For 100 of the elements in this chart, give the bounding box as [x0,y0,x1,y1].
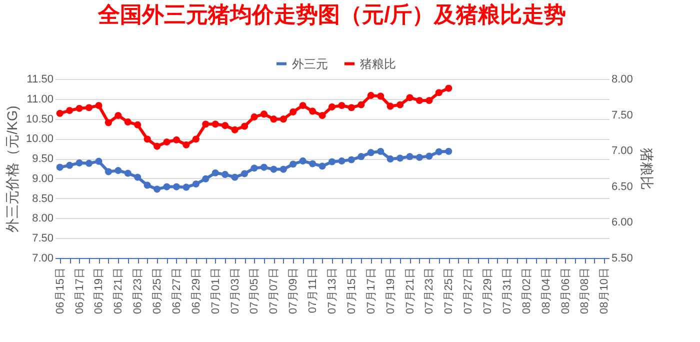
legend-label: 猪粮比 [360,56,396,71]
x-tick-label: 07月29日 [482,268,494,314]
point [85,160,93,167]
point [222,122,229,130]
x-tick-label: 06月21日 [112,268,125,314]
point [154,186,161,193]
point [56,164,64,171]
x-tick-label: 06月25日 [152,268,164,314]
point [134,121,142,128]
x-tick-label: 08月08日 [579,268,592,314]
point [426,96,433,104]
y2-tick-label: 6.00 [612,216,633,229]
point [182,184,190,191]
point [396,154,404,162]
point [85,104,93,112]
point [212,120,219,128]
point [435,89,442,96]
point [367,149,374,156]
point [104,168,112,176]
point [222,170,229,178]
point [328,103,336,110]
point [396,101,404,108]
point [309,160,316,168]
x-tick-label: 06月15日 [54,268,66,314]
point [76,159,83,166]
point [240,170,248,178]
x-tick-label: 06月17日 [74,268,86,314]
x-tick-label: 07月21日 [404,268,416,314]
x-tick-label: 07月07日 [268,268,280,314]
point [124,118,132,126]
y-tick-label: 7.50 [32,232,54,245]
x-tick-label: 06月27日 [170,268,183,314]
point [260,164,268,171]
x-tick-label: 08月10日 [598,268,611,314]
x-tick-label: 07月11日 [307,268,320,314]
y-tick-label: 10.50 [26,113,54,126]
y-tick-label: 8.50 [32,192,54,205]
x-tick-label: 08月06日 [560,268,572,314]
chart-title: 全国外三元猪均价走势图（元/斤）及猪粮比走势 [96,2,566,27]
point [280,166,287,173]
point [338,157,346,164]
x-tick-label: 06月23日 [132,268,144,314]
point [240,122,248,130]
point [95,158,102,165]
point [144,182,151,189]
x-tick-label: 07月19日 [384,268,397,314]
y-tick-label: 9.50 [32,153,54,166]
point [290,160,297,168]
point [386,155,394,162]
point [280,116,287,123]
point [134,174,142,181]
point [202,175,210,182]
x-tick-label: 08月02日 [520,268,533,314]
x-tick-label: 07月23日 [424,268,436,314]
y2-tick-label: 7.50 [612,109,633,122]
y2-tick-label: 6.50 [612,180,633,193]
point [114,112,122,120]
point [124,170,132,177]
point [76,104,83,112]
point [358,101,365,108]
y-tick-label: 7.00 [32,252,54,264]
point [192,136,200,143]
point [270,116,278,123]
point [154,142,161,150]
point [348,104,355,112]
point [377,148,384,155]
point [163,183,170,190]
point [445,148,452,155]
x-tick-label: 07月09日 [288,268,300,314]
point [348,156,355,164]
legend-label: 外三元 [292,56,328,71]
y2-tick-label: 8.00 [612,74,633,86]
y2-tick-label: 5.50 [612,252,633,264]
point [386,102,394,110]
point [358,153,365,160]
point [95,102,102,110]
point [231,126,238,134]
point [202,120,210,128]
point [192,180,200,188]
y-tick-label: 11.00 [26,93,54,106]
x-tick-label: 07月17日 [365,268,378,314]
x-tick-label: 06月29日 [190,268,202,314]
point [377,92,384,100]
y2-tick-label: 7.00 [612,145,633,158]
y2-axis-title: 猪粮比 [638,148,655,190]
point [318,162,326,170]
point [66,106,74,114]
point [231,174,238,181]
point [338,102,346,110]
point [445,84,452,92]
point [290,108,297,116]
point [114,166,122,174]
point [212,169,219,176]
x-tick-label: 07月31日 [501,268,514,314]
point [182,141,190,148]
point [367,92,374,99]
y-tick-label: 8.00 [32,212,54,225]
point [56,110,64,117]
x-tick-label: 07月25日 [443,268,456,314]
x-tick-label: 07月15日 [346,268,358,314]
